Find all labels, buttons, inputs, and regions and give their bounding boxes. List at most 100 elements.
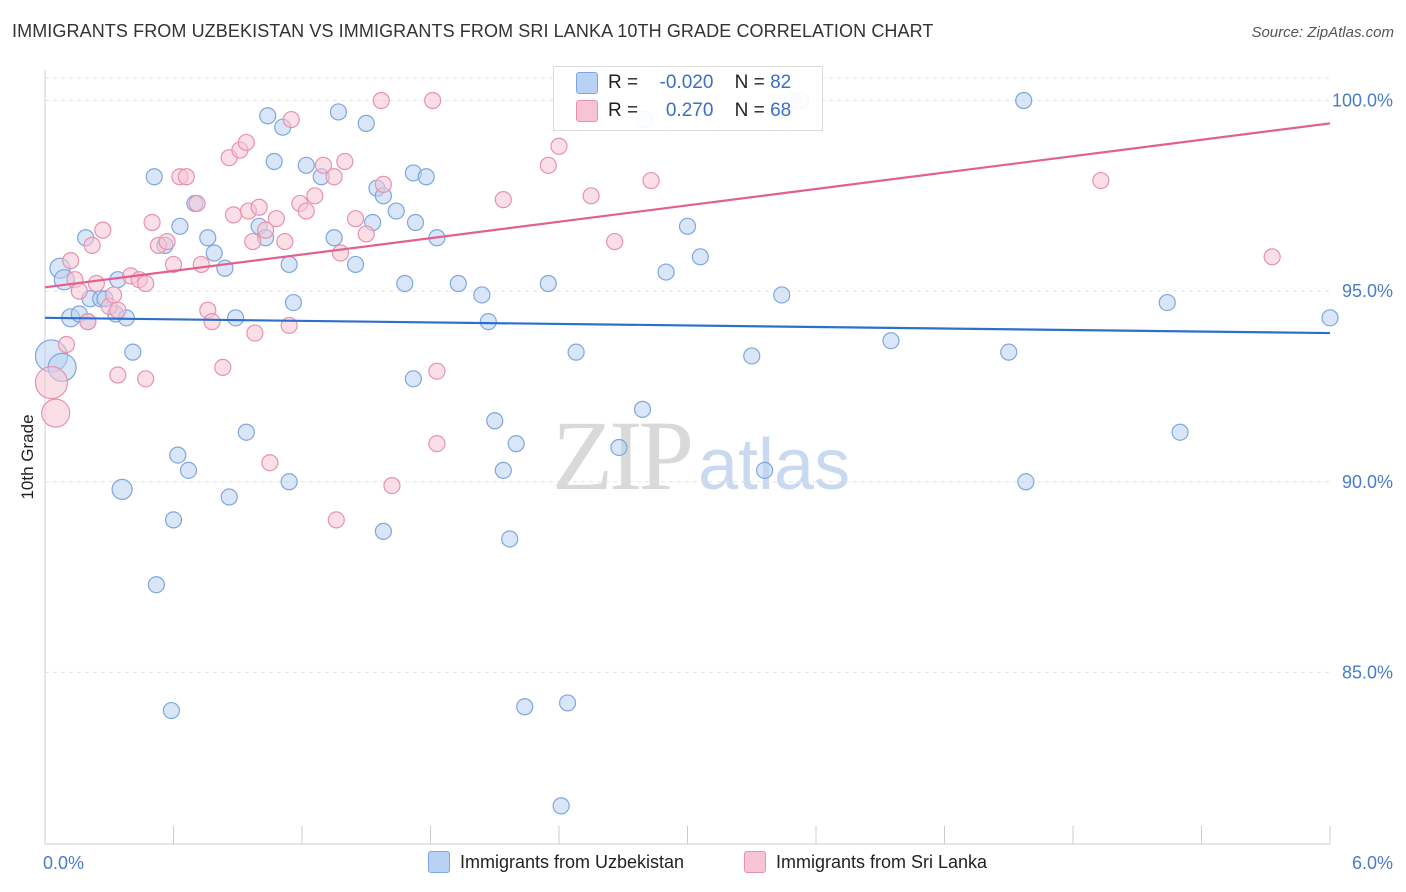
data-point-srilanka <box>177 168 195 186</box>
data-point-srilanka <box>424 91 442 110</box>
data-point-srilanka <box>327 511 345 529</box>
data-point-srilanka <box>192 255 210 274</box>
data-point-srilanka <box>104 286 123 304</box>
data-point-uzbekistan <box>284 293 303 312</box>
x-tick-label: 6.0% <box>1352 853 1393 873</box>
data-point-uzbekistan <box>507 435 525 453</box>
data-point-uzbekistan <box>259 107 277 125</box>
data-point-uzbekistan <box>346 255 365 274</box>
data-point-srilanka <box>224 206 243 224</box>
data-point-srilanka <box>539 156 557 174</box>
data-point-srilanka <box>214 358 232 376</box>
data-point-uzbekistan <box>147 576 165 594</box>
axes-layer <box>44 70 1331 845</box>
data-point-srilanka <box>143 213 161 232</box>
data-point-uzbekistan <box>329 103 348 121</box>
legend-n-value-srilanka: 68 <box>770 100 792 121</box>
data-point-uzbekistan <box>678 217 697 235</box>
bottom-legend-label-uzbekistan: Immigrants from Uzbekistan <box>460 851 685 872</box>
data-point-uzbekistan <box>552 797 570 815</box>
legend-n-label: N = <box>734 72 765 93</box>
trend-layer <box>44 122 1331 335</box>
data-point-uzbekistan <box>1017 473 1035 491</box>
data-point-uzbekistan <box>633 400 652 418</box>
data-point-uzbekistan <box>494 461 512 479</box>
correlation-legend: R = -0.020 N = 82 R = 0.270 N = 68 <box>553 66 823 131</box>
data-point-uzbekistan <box>449 274 467 293</box>
legend-r-label: R = <box>608 100 639 121</box>
data-point-uzbekistan <box>280 473 298 491</box>
y-axis-title: 10th Grade <box>18 414 37 499</box>
data-point-uzbekistan <box>169 446 187 464</box>
data-point-srilanka <box>357 225 375 243</box>
data-point-uzbekistan <box>657 263 675 281</box>
data-point-srilanka <box>297 202 315 220</box>
data-point-uzbekistan <box>374 522 392 540</box>
data-point-uzbekistan <box>516 698 534 716</box>
legend-swatch-srilanka <box>576 100 598 122</box>
data-point-uzbekistan <box>417 168 435 186</box>
data-point-uzbekistan <box>357 114 375 132</box>
data-point-srilanka <box>642 171 660 190</box>
bottom-swatch-uzbekistan <box>428 851 450 874</box>
y-tick-label: 85.0% <box>1342 662 1393 682</box>
data-point-uzbekistan <box>145 168 163 186</box>
data-point-srilanka <box>188 194 206 213</box>
data-point-uzbekistan <box>1158 293 1176 312</box>
data-point-srilanka <box>57 335 76 354</box>
source-label: Source: ZipAtlas.com <box>1251 24 1394 41</box>
y-tick-label: 95.0% <box>1342 281 1393 301</box>
watermark-zip: ZIP <box>552 400 694 511</box>
legend-r-value-srilanka: 0.270 <box>665 100 714 121</box>
legend-row-uzbekistan: R = -0.020 N = 82 <box>576 72 791 100</box>
y-tick-label: 90.0% <box>1342 472 1393 492</box>
data-point-srilanka <box>164 255 183 274</box>
y-tick-label: 100.0% <box>1332 91 1393 111</box>
data-point-uzbekistan <box>567 343 585 361</box>
data-point-srilanka <box>383 476 401 495</box>
watermark-atlas: atlas <box>698 425 851 505</box>
data-point-uzbekistan <box>396 274 414 293</box>
grid-layer <box>45 77 1330 673</box>
data-point-uzbekistan <box>1015 91 1033 110</box>
data-point-uzbekistan <box>743 347 761 365</box>
data-point-uzbekistan <box>124 343 142 361</box>
data-point-srilanka <box>331 244 350 262</box>
data-point-srilanka <box>34 366 69 400</box>
data-point-uzbekistan <box>610 438 628 457</box>
data-point-srilanka <box>203 313 221 331</box>
data-point-srilanka <box>137 274 155 293</box>
data-point-srilanka <box>428 362 446 380</box>
data-point-uzbekistan <box>297 156 315 174</box>
data-point-srilanka <box>1092 171 1110 190</box>
data-point-srilanka <box>87 274 106 293</box>
data-point-srilanka <box>246 324 264 342</box>
data-point-uzbekistan <box>280 255 298 274</box>
data-point-uzbekistan <box>237 423 255 441</box>
data-point-uzbekistan <box>473 286 491 304</box>
data-point-srilanka <box>250 198 268 216</box>
legend-swatch-uzbekistan <box>576 72 598 94</box>
chart-title: IMMIGRANTS FROM UZBEKISTAN VS IMMIGRANTS… <box>12 21 934 41</box>
data-point-uzbekistan <box>1000 343 1018 361</box>
data-point-uzbekistan <box>773 286 791 304</box>
trend-line-uzbekistan <box>44 316 1331 335</box>
data-point-srilanka <box>314 156 333 174</box>
bottom-swatch-srilanka <box>744 851 766 874</box>
data-point-srilanka <box>109 301 127 319</box>
data-point-uzbekistan <box>558 694 577 712</box>
data-point-uzbekistan <box>179 461 198 479</box>
data-point-srilanka <box>244 232 262 251</box>
data-point-uzbekistan <box>404 370 422 388</box>
watermark: ZIP atlas <box>552 398 850 513</box>
data-point-srilanka <box>325 168 343 186</box>
data-point-srilanka <box>276 232 294 251</box>
data-point-srilanka <box>79 313 97 331</box>
data-point-srilanka <box>550 137 568 155</box>
data-point-srilanka <box>256 221 275 239</box>
data-point-srilanka <box>336 152 354 171</box>
data-point-srilanka <box>494 191 512 209</box>
data-point-uzbekistan <box>486 412 504 430</box>
data-point-srilanka <box>372 91 390 110</box>
